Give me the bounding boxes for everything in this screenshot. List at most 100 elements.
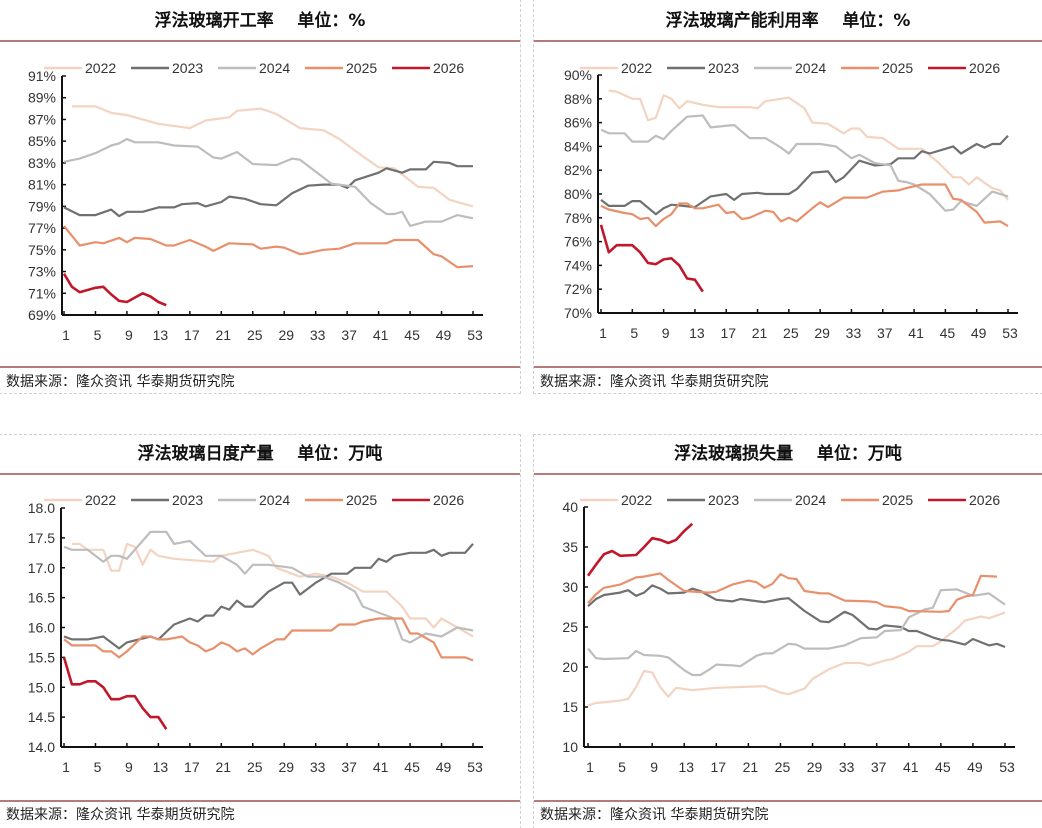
y-tick-label: 89% <box>28 90 56 106</box>
y-tick-label: 79% <box>28 198 56 214</box>
x-tick-label: 5 <box>618 759 626 775</box>
y-tick-label: 30 <box>562 579 578 595</box>
chart-0: 69% 71% 73% 75% 77% 79% 81% 83% 85% 87% 89% 91% 1 5 9 1… <box>28 60 483 343</box>
series-line-2022 <box>71 542 474 638</box>
y-tick-label: 15.0 <box>28 679 55 695</box>
x-tick-label: 37 <box>871 759 887 775</box>
y-tick-label: 71% <box>28 285 56 301</box>
series-line-2024 <box>587 588 1006 677</box>
series-line-2025 <box>63 225 474 269</box>
y-tick-label: 80% <box>564 186 592 202</box>
x-tick-label: 45 <box>404 327 420 343</box>
legend-label: 2025 <box>346 492 377 508</box>
source-divider <box>534 366 1042 368</box>
legend-label: 2026 <box>969 492 1000 508</box>
y-tick-label: 86% <box>564 115 592 131</box>
y-tick-label: 16.0 <box>28 620 55 636</box>
source-note: 数据来源：隆众资讯 华泰期货研究院 <box>6 807 235 823</box>
x-tick-label: 21 <box>216 327 232 343</box>
legend-item-2025: 2025 <box>841 492 913 508</box>
legend-item-2026: 2026 <box>392 492 464 508</box>
x-tick-label: 21 <box>216 759 232 775</box>
chart-panel-daily-output: 浮法玻璃日度产量 单位：万吨 数据来源：隆众资讯 华泰期货研究院 <box>0 434 521 828</box>
legend-item-2022: 2022 <box>580 60 652 76</box>
source-divider <box>0 366 520 368</box>
chart-panel-operating-rate: 浮法玻璃开工率 单位：% 数据来源：隆众资讯 华泰期货研究院 <box>0 0 521 394</box>
legend-item-2022: 2022 <box>44 492 116 508</box>
x-tick-label: 45 <box>404 759 420 775</box>
x-tick-label: 1 <box>599 325 607 341</box>
y-tick-label: 83% <box>28 155 56 171</box>
y-tick-label: 69% <box>28 307 56 323</box>
y-tick-label: 88% <box>564 91 592 107</box>
x-tick-label: 13 <box>153 327 169 343</box>
legend-label: 2022 <box>85 492 116 508</box>
x-tick-label: 1 <box>62 327 70 343</box>
x-tick-label: 9 <box>125 759 133 775</box>
x-tick-label: 41 <box>908 325 924 341</box>
y-tick-label: 14.5 <box>28 709 55 725</box>
legend-item-2022: 2022 <box>580 492 652 508</box>
axes: 70% 72% 74% 76% 78% 80% 82% 84% 86% 88% 90% 1 5 9 13 17… <box>564 67 1018 341</box>
x-tick-label: 17 <box>184 759 200 775</box>
x-tick-label: 1 <box>62 759 70 775</box>
x-tick-label: 17 <box>711 759 727 775</box>
x-tick-label: 25 <box>247 759 263 775</box>
x-tick-label: 49 <box>967 759 983 775</box>
y-tick-label: 14.0 <box>28 739 55 755</box>
x-tick-label: 13 <box>678 759 694 775</box>
x-tick-label: 53 <box>467 759 483 775</box>
x-tick-label: 21 <box>743 759 759 775</box>
x-tick-label: 53 <box>999 759 1015 775</box>
y-tick-label: 78% <box>564 210 592 226</box>
legend-item-2023: 2023 <box>667 492 739 508</box>
series-line-2024 <box>600 114 1009 212</box>
y-tick-label: 91% <box>28 68 56 84</box>
series-line-2023 <box>63 160 473 218</box>
legend-item-2025: 2025 <box>305 60 377 76</box>
x-tick-label: 29 <box>278 759 294 775</box>
series-line-2026 <box>586 522 694 577</box>
legend-label: 2023 <box>708 492 739 508</box>
legend-item-2022: 2022 <box>44 60 116 76</box>
title-divider <box>534 40 1042 42</box>
x-tick-label: 37 <box>341 759 357 775</box>
legend-item-2024: 2024 <box>754 492 826 508</box>
title-divider <box>534 473 1042 475</box>
legend-label: 2026 <box>433 492 464 508</box>
x-tick-label: 21 <box>752 325 768 341</box>
series-line-2024 <box>63 137 474 227</box>
legend-label: 2023 <box>172 60 203 76</box>
y-tick-label: 82% <box>564 162 592 178</box>
series-line-2024 <box>63 530 474 644</box>
y-tick-label: 20 <box>562 659 578 675</box>
y-tick-label: 84% <box>564 138 592 154</box>
legend-label: 2026 <box>969 60 1000 76</box>
legend-item-2024: 2024 <box>218 60 290 76</box>
legend-label: 2022 <box>85 60 116 76</box>
y-tick-label: 85% <box>28 133 56 149</box>
x-tick-label: 33 <box>310 327 326 343</box>
x-tick-label: 29 <box>807 759 823 775</box>
source-divider <box>534 800 1042 802</box>
x-tick-label: 33 <box>839 759 855 775</box>
axes: 69% 71% 73% 75% 77% 79% 81% 83% 85% 87% 89% 91% 1 5 9 1… <box>28 68 483 343</box>
y-tick-label: 70% <box>564 305 592 321</box>
x-tick-label: 17 <box>720 325 736 341</box>
legend-item-2025: 2025 <box>305 492 377 508</box>
y-tick-label: 17.0 <box>28 560 55 576</box>
y-tick-label: 90% <box>564 67 592 83</box>
x-tick-label: 13 <box>153 759 169 775</box>
x-tick-label: 49 <box>436 759 452 775</box>
series-line-2023 <box>600 134 1009 216</box>
series-line-2025 <box>600 183 1009 228</box>
x-tick-label: 1 <box>586 759 594 775</box>
y-tick-label: 35 <box>562 539 578 555</box>
x-tick-label: 5 <box>630 325 638 341</box>
chart-title: 浮法玻璃损失量 单位：万吨 <box>674 444 902 464</box>
legend-label: 2022 <box>621 60 652 76</box>
x-tick-label: 33 <box>310 759 326 775</box>
x-tick-label: 9 <box>125 327 133 343</box>
y-tick-label: 25 <box>562 619 578 635</box>
x-tick-label: 49 <box>436 327 452 343</box>
